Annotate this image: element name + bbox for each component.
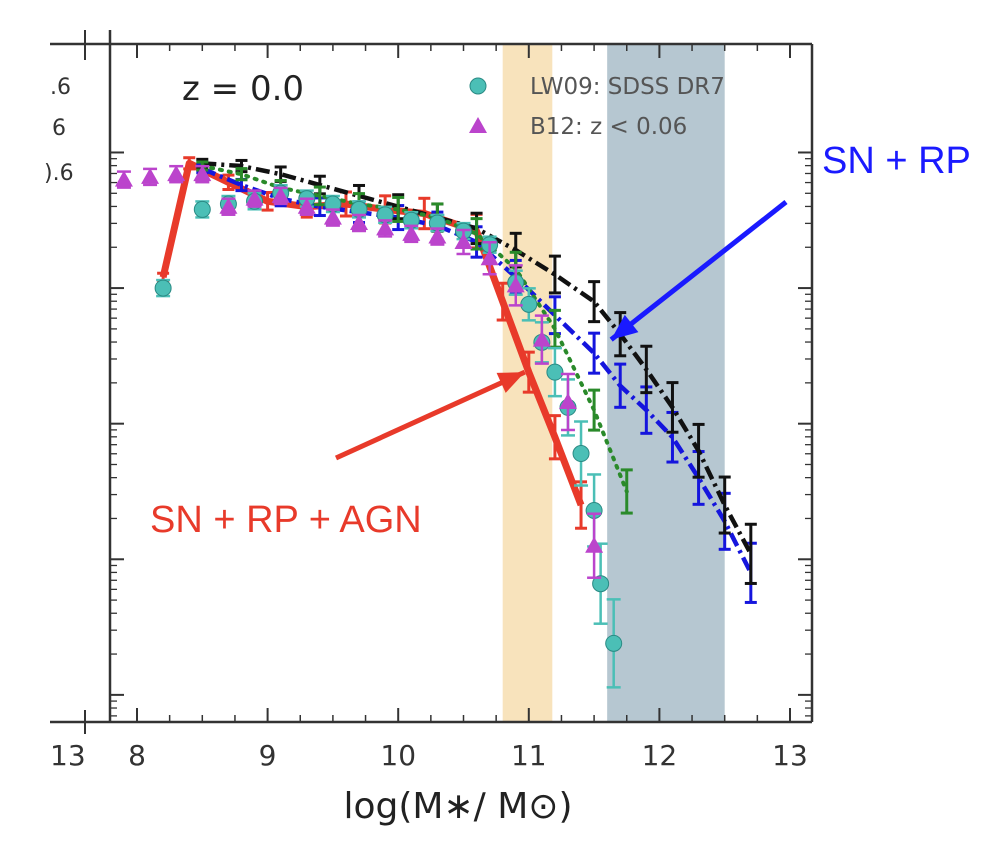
annotations: SN + RP SN + RP + AGN xyxy=(150,140,971,541)
point-b12 xyxy=(558,392,577,409)
point-b12 xyxy=(585,536,604,553)
x-tick-label-9: 9 xyxy=(259,739,277,772)
point-lw09 xyxy=(520,295,538,313)
legend: LW09: SDSS DR7 B12: z < 0.06 xyxy=(469,74,725,140)
shaded-mass-bands xyxy=(502,44,725,722)
point-b12 xyxy=(402,224,421,241)
point-lw09 xyxy=(546,363,564,381)
point-b12 xyxy=(506,276,525,293)
x-axis-label: log(M∗/ M⊙) xyxy=(344,786,573,827)
point-b12 xyxy=(141,167,160,184)
point-b12 xyxy=(114,170,133,187)
arrow-sn-rp-head xyxy=(611,314,639,340)
arrow-sn-rp xyxy=(609,200,788,342)
annotation-sn-rp: SN + RP xyxy=(822,140,971,182)
legend-marker-triangle xyxy=(469,117,487,133)
point-b12 xyxy=(193,165,212,182)
point-b12 xyxy=(532,330,551,347)
left-edge-y-fragment-1: .6 xyxy=(50,75,71,100)
legend-label-1: LW09: SDSS DR7 xyxy=(530,74,725,100)
x-tick-label-13: 13 xyxy=(772,739,808,772)
annotation-sn-rp-agn: SN + RP + AGN xyxy=(150,499,422,541)
point-lw09 xyxy=(592,575,610,593)
point-b12 xyxy=(350,213,369,230)
left-edge-y-fragment-3: ).6 xyxy=(44,161,74,186)
arrow-sn-rp-agn-head xyxy=(496,372,525,393)
point-lw09 xyxy=(572,445,590,463)
legend-marker-circle xyxy=(469,77,487,95)
point-b12 xyxy=(271,186,290,203)
point-b12 xyxy=(297,197,316,214)
left-edge-y-fragment-2: 6 xyxy=(52,116,66,141)
redshift-label: z = 0.0 xyxy=(182,69,304,109)
point-b12 xyxy=(323,208,342,225)
shaded-band-2 xyxy=(607,44,725,722)
x-tick-label-11: 11 xyxy=(511,739,547,772)
point-lw09 xyxy=(193,200,211,218)
point-b12 xyxy=(245,189,264,206)
x-tick-label-8: 8 xyxy=(128,739,146,772)
left-edge-x-label: 13 xyxy=(50,739,86,772)
point-b12 xyxy=(428,227,447,244)
data-series xyxy=(114,156,757,689)
x-tick-label-12: 12 xyxy=(642,739,678,772)
axis-ticks: 8 9 10 11 12 13 xyxy=(110,44,812,772)
point-b12 xyxy=(219,197,238,214)
point-b12 xyxy=(167,165,186,182)
point-lw09 xyxy=(605,634,623,652)
point-b12 xyxy=(480,249,499,266)
x-tick-label-10: 10 xyxy=(380,739,416,772)
legend-label-2: B12: z < 0.06 xyxy=(530,114,687,140)
arrow-sn-rp-agn xyxy=(334,369,526,461)
point-b12 xyxy=(376,219,395,236)
point-b12 xyxy=(454,232,473,249)
point-lw09 xyxy=(154,279,172,297)
